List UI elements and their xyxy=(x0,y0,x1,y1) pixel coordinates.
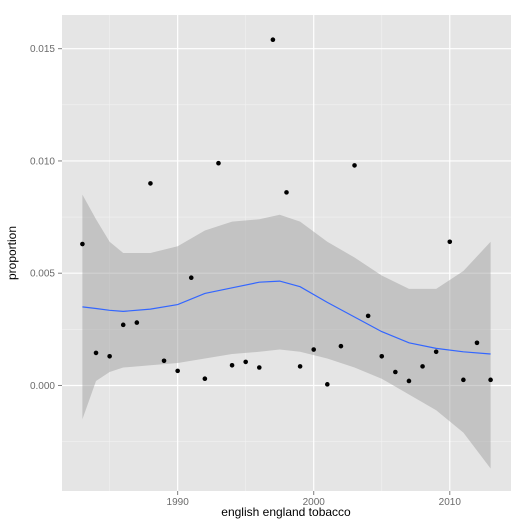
y-tick-label: 0.005 xyxy=(30,269,55,280)
data-point xyxy=(216,160,221,166)
y-axis-title: proportion xyxy=(5,226,19,280)
data-point xyxy=(325,382,330,387)
data-point xyxy=(270,37,276,42)
data-point xyxy=(393,369,398,375)
data-point xyxy=(488,377,493,383)
data-point xyxy=(447,239,453,245)
data-point xyxy=(433,349,439,355)
x-axis-title: english england tobacco xyxy=(221,505,351,519)
data-point xyxy=(202,376,208,382)
data-points-layer xyxy=(80,37,493,387)
data-point xyxy=(420,364,425,369)
x-tick-label: 2000 xyxy=(303,497,326,508)
data-point xyxy=(365,313,371,319)
confidence-band xyxy=(82,194,491,469)
y-axis: 0.000 0.005 0.010 0.015 xyxy=(30,44,62,392)
smooth-line-layer xyxy=(82,280,491,355)
data-point xyxy=(120,322,126,328)
smooth-line xyxy=(82,280,491,355)
data-point xyxy=(243,359,248,365)
data-point xyxy=(474,340,480,346)
data-point xyxy=(311,347,317,352)
data-point xyxy=(338,343,344,349)
data-point xyxy=(256,365,262,370)
y-tick-label: 0.010 xyxy=(30,156,55,167)
x-tick-label: 2010 xyxy=(439,497,462,508)
data-point xyxy=(134,320,140,325)
data-point xyxy=(175,368,180,374)
data-point xyxy=(80,241,85,247)
data-point xyxy=(406,378,412,384)
minor-gridlines xyxy=(62,15,511,491)
major-gridlines xyxy=(62,15,511,491)
y-tick-label: 0.015 xyxy=(30,44,55,55)
data-point xyxy=(161,358,167,364)
data-point xyxy=(297,364,303,369)
data-point xyxy=(461,377,466,383)
data-point xyxy=(379,353,385,359)
data-point xyxy=(148,181,153,186)
data-point xyxy=(229,362,235,368)
x-axis: 1990 2000 2010 xyxy=(167,491,462,508)
y-tick-label: 0.000 xyxy=(30,381,55,392)
data-point xyxy=(107,353,112,359)
plot-panel xyxy=(62,15,511,491)
data-point xyxy=(352,163,357,168)
data-point xyxy=(188,275,194,280)
data-point xyxy=(93,350,99,356)
confidence-band-layer xyxy=(82,194,491,469)
data-point xyxy=(284,190,289,195)
x-tick-label: 1990 xyxy=(167,497,190,508)
